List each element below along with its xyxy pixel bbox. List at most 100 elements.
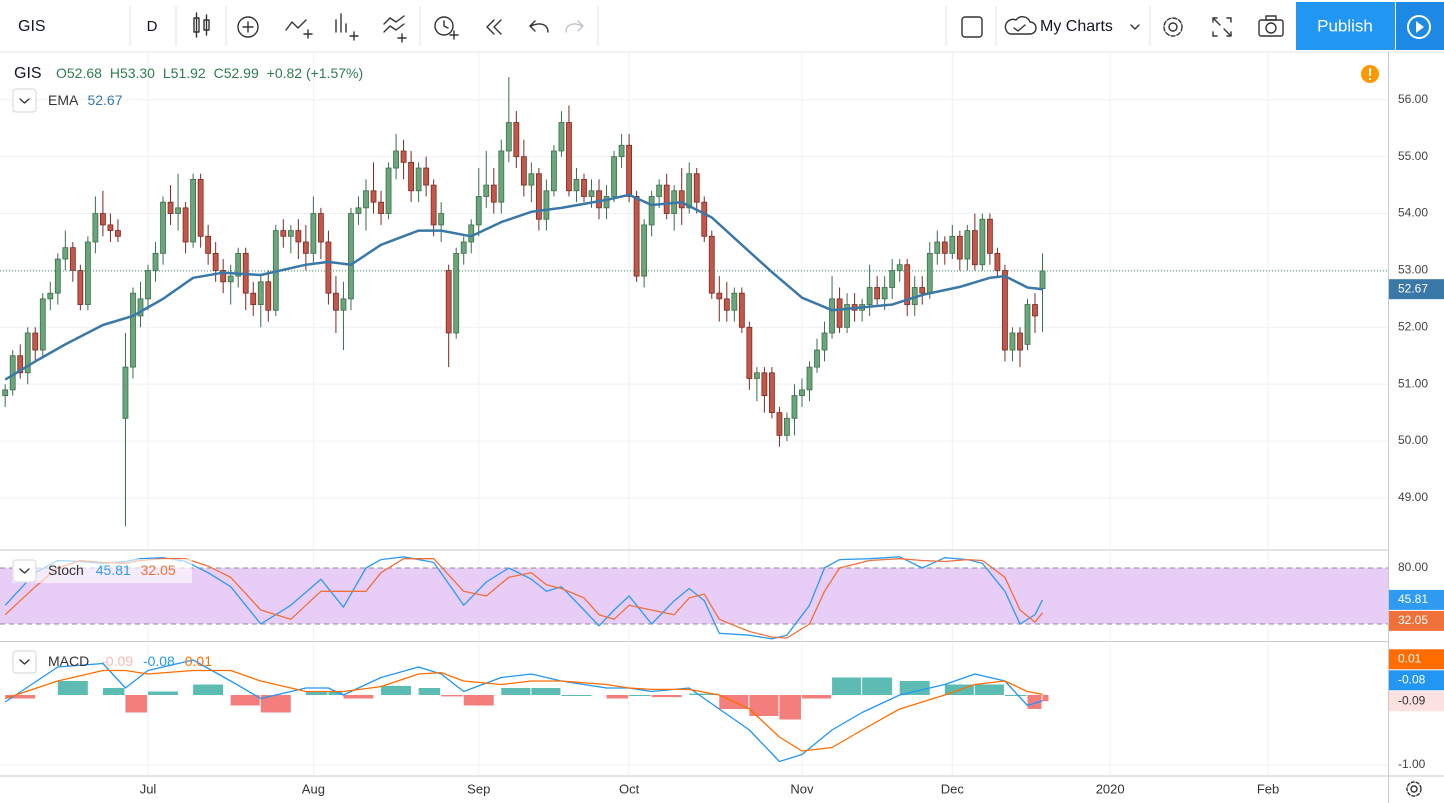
snapshot-button[interactable]: [1258, 15, 1284, 37]
macd-histogram-bar: [305, 691, 328, 696]
compare-button[interactable]: [237, 16, 259, 38]
symbol-search[interactable]: GIS: [18, 18, 46, 35]
select-button[interactable]: [961, 16, 983, 38]
candle-body: [806, 366, 813, 391]
candle-body: [814, 349, 820, 368]
indicator-name: EMA: [48, 92, 79, 108]
indicator-value: 32.05: [141, 562, 176, 578]
candle-body: [731, 292, 738, 311]
candle-body: [596, 190, 602, 209]
candle-body: [723, 298, 730, 311]
candle-body: [949, 235, 956, 254]
candle-body: [956, 235, 963, 260]
candle-body: [2, 389, 9, 396]
candle-body: [836, 298, 843, 328]
chart-type-button[interactable]: [193, 12, 210, 38]
ohlc-change: +0.82 (+1.57%): [267, 65, 364, 81]
macd-histogram-bar: [862, 677, 893, 696]
macd-histogram-bar: [899, 681, 930, 696]
macd-histogram-bar: [779, 695, 801, 720]
candle-body: [77, 270, 84, 305]
x-tick-label: Nov: [790, 781, 814, 796]
y-tick-label: -1.00: [1398, 757, 1426, 771]
candle-body: [235, 252, 242, 277]
macd-histogram-bar: [561, 695, 592, 697]
macd-histogram-bar: [689, 693, 719, 696]
candle-body: [415, 167, 422, 192]
replay-button[interactable]: [486, 19, 502, 35]
candle-body: [551, 150, 557, 192]
candle-body: [32, 332, 39, 351]
candle-body: [573, 179, 580, 192]
candle-body: [423, 167, 430, 186]
candle-body: [92, 213, 99, 243]
candle-body: [393, 150, 399, 169]
axis-settings-button[interactable]: [1406, 781, 1422, 797]
macd-axis-label-box: [1389, 670, 1444, 691]
macd-histogram-bar: [651, 695, 682, 698]
candle-body: [39, 298, 46, 351]
candle-body: [791, 395, 798, 419]
alert-button[interactable]: [434, 16, 459, 40]
undo-button[interactable]: [529, 20, 549, 33]
candle-body: [994, 252, 1001, 271]
candle-body: [626, 144, 632, 197]
candle-body: [227, 275, 234, 283]
ema-line: [4, 193, 1043, 381]
macd-histogram-bar: [629, 695, 651, 697]
candle-body: [896, 264, 903, 271]
macd-histogram-bar: [606, 695, 629, 699]
candle-body: [753, 372, 760, 379]
candle-body: [528, 173, 535, 186]
candle-body: [317, 213, 324, 243]
candle-body: [257, 281, 264, 305]
macd-histogram-bar: [343, 695, 374, 699]
indicators-button[interactable]: [285, 19, 313, 39]
layout-button[interactable]: My Charts: [1004, 16, 1140, 36]
candle-body: [378, 201, 384, 214]
macd-histogram-bar: [1004, 695, 1027, 697]
candle-body: [881, 287, 888, 300]
candle-body: [190, 179, 197, 243]
candle-body: [182, 207, 189, 243]
candle-body: [641, 224, 648, 277]
candle-body: [498, 150, 505, 203]
redo-button[interactable]: [565, 20, 584, 33]
macd-axis-label: -0.09: [1398, 693, 1426, 707]
stoch-axis-label-box: [1389, 610, 1444, 631]
y-tick-label: 51.00: [1398, 376, 1428, 390]
macd-histogram-bar: [260, 695, 291, 713]
macd-histogram-bar: [57, 681, 88, 696]
candle-body: [979, 218, 986, 266]
macd-line: [4, 669, 1043, 752]
publish-button[interactable]: Publish: [1296, 2, 1395, 50]
indicator-value: 0.01: [185, 653, 212, 669]
ema-legend-toggle[interactable]: [12, 88, 37, 113]
macd-legend: MACD -0.09 -0.08 0.01: [48, 653, 212, 669]
candle-body: [656, 184, 663, 197]
macd-histogram-bar: [148, 691, 179, 696]
settings-button[interactable]: [1163, 17, 1183, 37]
y-tick-label: 80.00: [1398, 560, 1428, 574]
candle-body: [130, 292, 136, 368]
candle-body: [453, 252, 460, 334]
candle-body: [115, 230, 121, 237]
macd-histogram-bar: [328, 691, 343, 696]
x-tick-label: Feb: [1257, 781, 1279, 796]
y-tick-label: 56.00: [1398, 92, 1428, 106]
candle-body: [295, 230, 302, 243]
templates-button[interactable]: [383, 15, 407, 43]
macd-histogram-bar: [102, 688, 125, 696]
interval-button[interactable]: D: [147, 18, 158, 35]
candle-body: [280, 230, 287, 237]
candle-body: [24, 332, 31, 374]
y-tick-label: 54.00: [1398, 206, 1428, 220]
fullscreen-button[interactable]: [1212, 17, 1232, 37]
stream-button[interactable]: [1396, 2, 1444, 50]
macd-legend-toggle[interactable]: [12, 650, 37, 674]
warning-icon[interactable]: [1361, 65, 1379, 83]
candle-body: [618, 144, 625, 158]
financials-button[interactable]: [335, 13, 359, 41]
stoch-legend-toggle[interactable]: [12, 559, 37, 583]
